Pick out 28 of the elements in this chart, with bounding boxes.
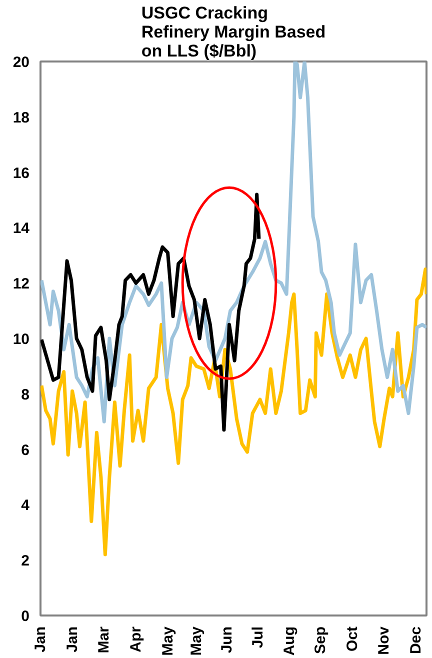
line-series (40, 192, 261, 432)
x-tick-label: Apr (127, 626, 144, 652)
y-tick-label: 8 (21, 386, 30, 404)
y-tick-label: 10 (12, 331, 30, 348)
line-series (40, 268, 426, 556)
x-tick-label: Oct (344, 626, 361, 652)
y-tick-label: 6 (21, 442, 30, 459)
y-tick-label: 14 (12, 220, 30, 238)
y-tick-label: 12 (12, 276, 30, 293)
x-tick-label: Dec (407, 626, 424, 654)
x-tick-label: Jul (249, 626, 266, 648)
x-tick-label: May (188, 626, 205, 656)
y-tick-label: 0 (21, 608, 30, 625)
y-tick-label: 16 (12, 164, 30, 182)
y-tick-label: 4 (21, 497, 30, 514)
chart-title: USGC Cracking Refinery Margin Based on LLS ($/Bbl) (141, 4, 326, 60)
y-tick-label: 2 (21, 552, 30, 570)
x-tick-label: Jan (32, 626, 49, 652)
x-tick-label: Jan (64, 626, 81, 652)
x-tick-label: Nov (376, 626, 393, 655)
x-tick-label: May (159, 626, 176, 656)
x-tick-label: Sep (312, 626, 329, 654)
y-tick-label: 20 (12, 54, 30, 71)
y-tick-label: 18 (12, 109, 30, 126)
line-series (40, 62, 426, 424)
x-tick-label: Aug (281, 626, 298, 656)
x-tick-label: Mar (96, 626, 113, 654)
x-tick-label: Jun (218, 626, 236, 654)
